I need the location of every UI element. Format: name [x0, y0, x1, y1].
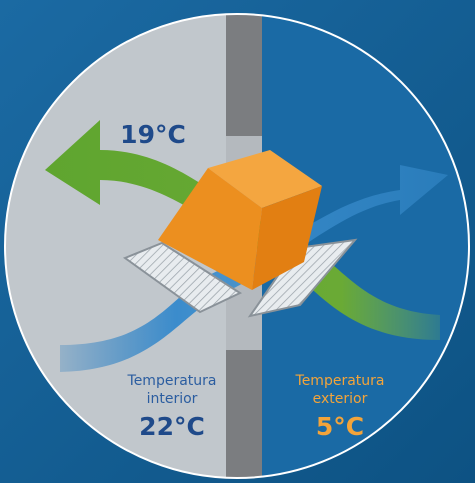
interior-temperature: 22°C [139, 412, 205, 441]
cube-side [252, 186, 322, 290]
exterior-caption: exterior [313, 391, 368, 407]
circle-border [4, 13, 470, 479]
cube-front [158, 168, 262, 290]
exterior-temperature: 5°C [316, 412, 364, 441]
cube-top [208, 150, 322, 208]
interior-caption: Temperatura [127, 373, 217, 389]
exchanger-plate-left [122, 241, 243, 314]
interior-caption: interior [147, 391, 198, 407]
exterior-caption: Temperatura [295, 373, 385, 389]
outflow-temperature: 19°C [120, 120, 186, 149]
